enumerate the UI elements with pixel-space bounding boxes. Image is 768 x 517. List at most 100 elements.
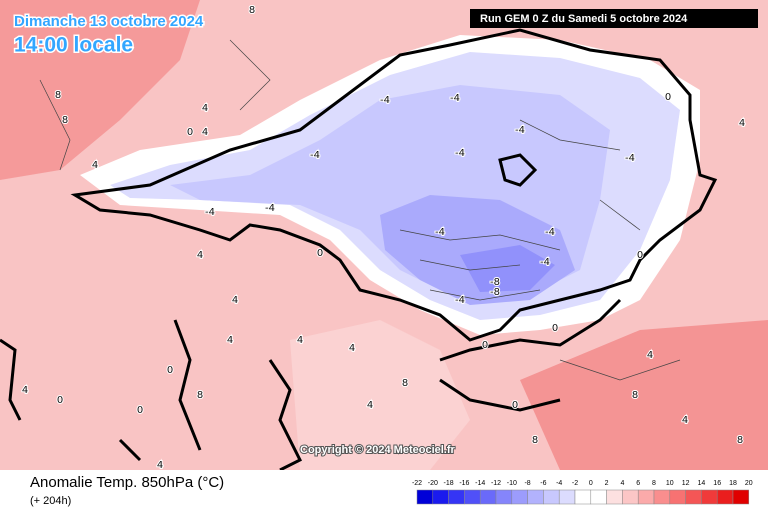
legend-swatch bbox=[574, 489, 592, 505]
contour-label: -4 bbox=[455, 148, 465, 159]
legend-swatch bbox=[527, 489, 544, 505]
coastline bbox=[0, 338, 22, 421]
legend-swatch bbox=[416, 489, 434, 505]
cold-anomaly-core bbox=[460, 245, 555, 292]
legend-swatch bbox=[464, 489, 481, 505]
legend-tick: -6 bbox=[540, 480, 546, 487]
legend-swatch bbox=[543, 489, 560, 505]
contour-label: 4 bbox=[197, 250, 203, 261]
contour-label: 0 bbox=[512, 400, 518, 411]
contour-label: 8 bbox=[737, 435, 743, 446]
legend-swatch bbox=[479, 489, 497, 505]
legend-swatch bbox=[432, 489, 449, 505]
contour-label: -4 bbox=[455, 295, 465, 306]
contour-label: -4 bbox=[265, 203, 275, 214]
copyright: Copyright © 2024 Meteociel.fr bbox=[300, 444, 456, 456]
border bbox=[399, 119, 681, 381]
contour-label: 0 bbox=[57, 395, 63, 406]
contour-label: -4 bbox=[540, 257, 550, 268]
contour-label: 0 bbox=[637, 250, 643, 261]
legend-swatch bbox=[495, 489, 513, 505]
contour-label: 0 bbox=[552, 323, 558, 334]
legend-swatch bbox=[685, 489, 702, 505]
legend-tick: 8 bbox=[652, 480, 656, 487]
contour-label: -4 bbox=[205, 207, 215, 218]
legend-tick: 14 bbox=[698, 480, 706, 487]
contour-label: 8 bbox=[532, 435, 538, 446]
run-box bbox=[470, 9, 758, 28]
contour-label: -4 bbox=[450, 93, 460, 104]
legend-tick: 10 bbox=[666, 480, 674, 487]
coastline bbox=[268, 359, 303, 472]
contour-label: 0 bbox=[665, 92, 671, 103]
contour-label: 0 bbox=[137, 405, 143, 416]
legend-tick: -10 bbox=[507, 480, 517, 487]
run: Run GEM 0 Z du Samedi 5 octobre 2024 bbox=[480, 13, 688, 25]
contour-label: 4 bbox=[349, 343, 355, 354]
legend-tick: 16 bbox=[713, 480, 721, 487]
contour-label: -4 bbox=[625, 153, 635, 164]
legend-tick: -12 bbox=[491, 480, 501, 487]
coastline bbox=[498, 153, 538, 187]
legend-tick: -8 bbox=[524, 480, 530, 487]
legend-tick: 4 bbox=[620, 480, 624, 487]
legend-tick: -20 bbox=[428, 480, 438, 487]
coastline bbox=[439, 378, 561, 412]
contour-label: 8 bbox=[197, 390, 203, 401]
legend-swatch bbox=[590, 489, 607, 505]
contour-label: -4 bbox=[310, 150, 320, 161]
legend-tick: -2 bbox=[572, 480, 578, 487]
legend-tick: 0 bbox=[589, 480, 593, 487]
contour-label: 4 bbox=[739, 118, 745, 129]
contour-label: 0 bbox=[482, 340, 488, 351]
legend-tick: 18 bbox=[729, 480, 737, 487]
contour-label: 4 bbox=[647, 350, 653, 361]
legend-swatch bbox=[511, 489, 528, 505]
legend-tick: -4 bbox=[556, 480, 562, 487]
legend: -22 -20 -18 -16 -14 -12 -10 -8 -6 -4 -2 0 2 4 6 8 10 12 14… bbox=[412, 480, 753, 505]
legend-swatch bbox=[669, 489, 686, 505]
legend-tick: 12 bbox=[682, 480, 690, 487]
contour-label: -8 bbox=[490, 277, 500, 288]
footer-title: Anomalie Temp. 850hPa (°C) bbox=[30, 474, 224, 491]
contour-label: 4 bbox=[202, 103, 208, 114]
time: 14:00 locale bbox=[14, 34, 133, 57]
contour-label: -4 bbox=[545, 227, 555, 238]
contour-label: 8 bbox=[402, 378, 408, 389]
legend-swatch bbox=[558, 489, 576, 505]
contour-label: 8 bbox=[55, 90, 61, 101]
coastlines bbox=[0, 28, 718, 472]
contour-label: 8 bbox=[632, 390, 638, 401]
legend-tick: 6 bbox=[636, 480, 640, 487]
coastline bbox=[439, 298, 622, 362]
contour-label: 4 bbox=[227, 335, 233, 346]
legend-swatch bbox=[622, 489, 639, 505]
contour-label: 4 bbox=[682, 415, 688, 426]
warm-anomaly bbox=[520, 320, 768, 470]
legend-tick: -18 bbox=[444, 480, 454, 487]
legend-swatch bbox=[716, 489, 734, 505]
contour-label: -8 bbox=[490, 287, 500, 298]
legend-swatch bbox=[606, 489, 623, 505]
legend-swatch bbox=[653, 489, 671, 505]
contour-label: 0 bbox=[317, 248, 323, 259]
contour-label: 4 bbox=[367, 400, 373, 411]
border bbox=[39, 39, 271, 171]
coastline bbox=[70, 28, 718, 342]
contour-label: -4 bbox=[380, 95, 390, 106]
lead-time: (+ 204h) bbox=[30, 495, 71, 507]
legend-swatch bbox=[732, 489, 750, 505]
legend-tick: 20 bbox=[745, 480, 753, 487]
contour-label: 8 bbox=[249, 5, 255, 16]
legend-swatch bbox=[701, 489, 718, 505]
warm-anomaly bbox=[290, 320, 470, 470]
legend-swatch bbox=[637, 489, 655, 505]
borders bbox=[39, 39, 681, 381]
contour-label: 4 bbox=[157, 460, 163, 471]
coastline bbox=[173, 319, 202, 451]
contour-label: -4 bbox=[435, 227, 445, 238]
contour-label: 8 bbox=[62, 115, 68, 126]
legend-swatch bbox=[448, 489, 465, 505]
